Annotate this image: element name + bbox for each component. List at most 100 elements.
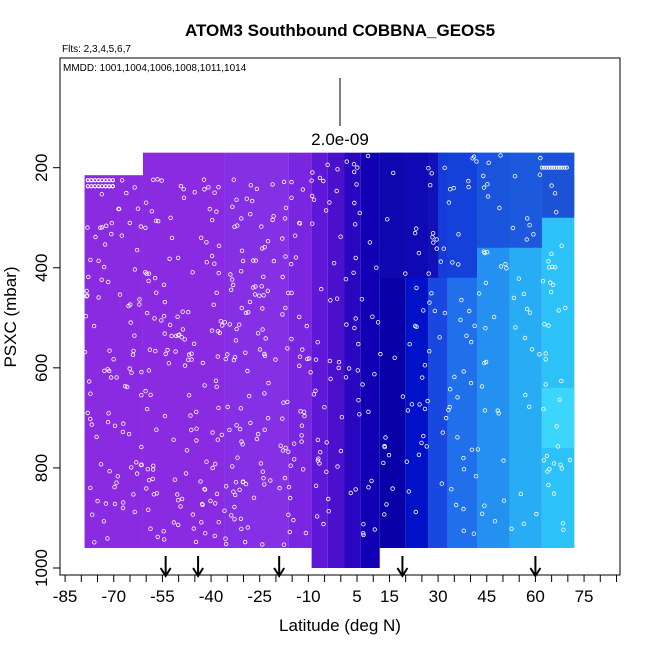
sample-point-107: [171, 520, 177, 525]
sample-point-345: [286, 484, 292, 490]
sample-point-682: [544, 165, 549, 170]
sample-point-381: [497, 205, 502, 211]
sample-point-470: [552, 191, 558, 196]
sample-point-2: [234, 423, 239, 428]
sample-point-147: [134, 247, 140, 253]
sample-point-270: [259, 224, 264, 229]
sample-point-87: [161, 537, 167, 542]
sample-point-580: [547, 467, 552, 472]
sample-point-614: [544, 453, 550, 459]
sample-point-510: [550, 282, 556, 287]
sample-point-83: [239, 305, 244, 311]
sample-point-446: [310, 170, 315, 175]
sample-point-628: [321, 521, 326, 527]
sample-point-357: [171, 437, 176, 442]
sample-point-49: [232, 492, 238, 498]
sample-point-255: [175, 498, 181, 503]
sample-point-551: [412, 230, 418, 236]
sample-point-509: [365, 153, 371, 159]
sample-point-392: [309, 178, 314, 183]
sample-point-393: [328, 376, 333, 382]
sample-point-129: [268, 478, 273, 483]
sample-point-291: [84, 288, 89, 294]
sample-point-373: [85, 293, 90, 298]
sample-point-412: [563, 305, 568, 311]
sample-point-14: [176, 333, 181, 338]
sample-point-105: [280, 274, 285, 280]
sample-point-124: [132, 509, 137, 515]
sample-point-293: [282, 475, 288, 481]
sample-point-350: [82, 349, 88, 355]
sample-point-240: [261, 476, 266, 481]
sample-point-436: [311, 197, 317, 202]
sample-point-579: [311, 392, 317, 397]
sample-point-540: [382, 443, 387, 449]
sample-point-443: [378, 351, 383, 357]
y-tick-label: 800: [32, 454, 51, 482]
sample-point-622: [524, 237, 529, 242]
sample-point-170: [181, 195, 187, 200]
sample-point-21: [265, 288, 270, 294]
sample-point-569: [543, 357, 548, 362]
sample-point-346: [278, 443, 283, 448]
sample-point-106: [91, 323, 97, 329]
sample-point-572: [372, 527, 377, 532]
sample-point-477: [443, 415, 449, 421]
sample-point-243: [292, 233, 298, 238]
sample-point-404: [417, 402, 422, 407]
sample-point-241: [184, 448, 190, 453]
sample-point-534: [431, 240, 436, 245]
sample-point-362: [139, 393, 144, 398]
sample-point-20: [179, 496, 185, 502]
sample-point-266: [262, 482, 267, 487]
sample-point-287: [291, 441, 297, 446]
sample-point-27: [167, 322, 173, 328]
sample-point-332: [202, 531, 208, 536]
sample-point-418: [352, 169, 357, 175]
sample-point-686: [553, 165, 558, 170]
sample-point-74: [198, 479, 203, 484]
sample-point-605: [440, 430, 445, 435]
sample-point-352: [204, 260, 209, 265]
sample-point-613: [355, 368, 360, 373]
sample-point-354: [144, 486, 149, 491]
sample-point-601: [549, 251, 554, 256]
sample-point-126: [154, 491, 160, 496]
sample-point-322: [237, 487, 242, 492]
sample-point-303: [240, 442, 245, 447]
sample-point-58: [240, 479, 246, 484]
sample-point-275: [231, 489, 236, 494]
sample-point-70: [161, 313, 167, 319]
sample-point-391: [498, 153, 503, 158]
sample-point-395: [529, 347, 535, 352]
sample-point-490: [434, 246, 439, 251]
sample-point-128: [239, 248, 245, 253]
sample-point-452: [501, 458, 506, 463]
sample-point-5: [247, 299, 253, 305]
sample-point-253: [155, 534, 160, 540]
sample-point-261: [223, 356, 228, 362]
sample-point-248: [201, 177, 207, 182]
sample-point-304: [127, 302, 133, 307]
heatmap-band-14: [541, 152, 575, 548]
sample-point-149: [173, 349, 178, 354]
sample-point-288: [155, 218, 161, 224]
sample-point-233: [248, 420, 253, 426]
sample-point-538: [560, 521, 566, 526]
sample-point-347: [200, 502, 205, 507]
sample-point-384: [455, 435, 460, 440]
sample-point-633: [414, 324, 419, 329]
sample-point-537: [553, 265, 558, 270]
sample-point-297: [289, 179, 294, 185]
sample-point-203: [161, 529, 166, 534]
sample-point-175: [244, 196, 249, 201]
sample-point-688: [558, 165, 563, 170]
sample-point-299: [230, 464, 235, 469]
sample-point-532: [381, 460, 386, 466]
sample-point-30: [138, 224, 144, 229]
sample-point-289: [233, 480, 239, 485]
sample-point-473: [427, 349, 432, 354]
y-tick-label: 200: [32, 153, 51, 181]
sample-point-565: [331, 261, 337, 266]
sample-point-341: [225, 352, 230, 357]
